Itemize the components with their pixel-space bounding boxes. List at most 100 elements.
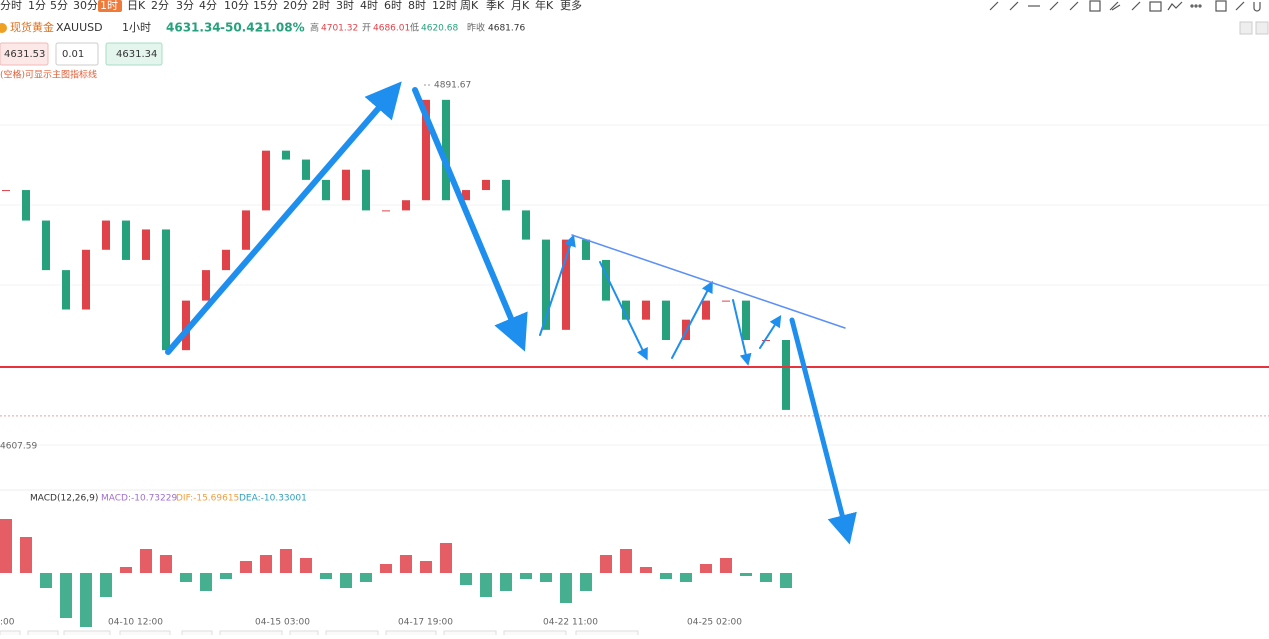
candle xyxy=(382,210,390,212)
macd-bar xyxy=(720,558,732,573)
candle xyxy=(162,229,170,351)
period-tab[interactable]: 15分 xyxy=(253,0,278,12)
macd-bar xyxy=(740,573,752,576)
period-tab[interactable]: 季K xyxy=(486,0,505,12)
candle xyxy=(362,169,370,211)
icon-button[interactable] xyxy=(1255,21,1269,35)
candle xyxy=(122,220,130,260)
label: 低 xyxy=(410,22,419,34)
macd-bar xyxy=(60,573,72,618)
macd-bar xyxy=(120,567,132,573)
period-tab[interactable]: 2时 xyxy=(312,0,330,12)
candle xyxy=(62,270,70,310)
period-tab[interactable]: 12时 xyxy=(432,0,457,12)
candle xyxy=(422,99,430,201)
candle xyxy=(622,300,630,320)
x-axis-label: 04-15 03:00 xyxy=(255,618,310,628)
low: 4620.68 xyxy=(421,24,458,34)
x-axis-label: 04-22 11:00 xyxy=(543,618,598,628)
period-tab[interactable]: 周K xyxy=(460,0,479,12)
candle xyxy=(322,179,330,201)
period-tab[interactable]: 1时 xyxy=(100,0,118,12)
candle xyxy=(642,300,650,320)
tool-icons xyxy=(989,0,1261,12)
candle xyxy=(2,190,10,192)
x-axis-label: :00 xyxy=(0,618,15,628)
macd-bar xyxy=(600,555,612,573)
macd-bar xyxy=(580,573,592,591)
high-label: 4891.67 xyxy=(434,81,471,91)
candle xyxy=(202,270,210,301)
sell-button[interactable] xyxy=(0,42,49,66)
macd-bar xyxy=(0,519,12,573)
candle xyxy=(42,220,50,271)
candle xyxy=(782,340,790,410)
candle xyxy=(442,99,450,201)
macd-bar xyxy=(400,555,412,573)
chart: 4891.67 4607.59:00 04-10 12:00 04-15 03:00 0… xyxy=(0,81,1269,628)
period-tab[interactable]: 10分 xyxy=(224,0,249,12)
macd-bar xyxy=(420,561,432,573)
period-tab[interactable]: 月K xyxy=(511,0,530,12)
period-tab[interactable]: 8时 xyxy=(408,0,426,12)
macd-bar xyxy=(140,549,152,573)
lots: 0.01 xyxy=(62,49,84,60)
candle xyxy=(742,300,750,341)
last-price: 4631.34 xyxy=(166,21,221,35)
candle xyxy=(482,179,490,191)
toolbar: 分时 1分 5分 30分 1时 日K 2分 3分 4分 10分 15分 20分 2时 3时 4时 6时 8时 12… xyxy=(0,0,582,12)
macd-bar xyxy=(280,549,292,573)
sell-price: 4631.53 xyxy=(4,49,45,60)
period-tab[interactable]: 3时 xyxy=(336,0,354,12)
macd-bar xyxy=(320,573,332,579)
macd-legend: MACD(12,26,9) xyxy=(30,494,98,504)
candle xyxy=(302,159,310,180)
candle xyxy=(402,200,410,211)
macd-bar xyxy=(260,555,272,573)
lot-input[interactable] xyxy=(55,42,99,66)
candle xyxy=(582,239,590,260)
candle xyxy=(522,210,530,240)
period-tab[interactable]: 6时 xyxy=(384,0,402,12)
macd-bar xyxy=(500,573,512,591)
period-tab[interactable]: 2分 xyxy=(151,0,169,12)
symbol-name: 现货黄金 xyxy=(10,20,54,34)
macd-bar xyxy=(220,573,232,579)
label: 高 xyxy=(310,22,319,34)
icon-button[interactable] xyxy=(1239,21,1253,35)
macd-legend: DIF:-15.69615 xyxy=(176,494,239,504)
bottom-tabs xyxy=(0,630,639,638)
buy-price: 4631.34 xyxy=(116,49,157,60)
candle xyxy=(602,259,610,301)
macd-bar xyxy=(40,573,52,588)
period-tab[interactable]: 5分 xyxy=(50,0,68,12)
macd-bar xyxy=(240,561,252,573)
period-select[interactable]: 1小时 xyxy=(122,21,151,34)
period-tab[interactable]: 4分 xyxy=(199,0,217,12)
period-tab[interactable]: 日K xyxy=(127,0,146,12)
macd-bar xyxy=(360,573,372,582)
candle xyxy=(102,220,110,250)
macd-bar xyxy=(700,564,712,573)
candle xyxy=(502,179,510,211)
period-tab[interactable]: 20分 xyxy=(283,0,308,12)
macd-bar xyxy=(200,573,212,591)
active-tab-bg xyxy=(98,0,122,12)
symbol-code[interactable]: XAUUSD xyxy=(56,21,103,34)
period-tab[interactable]: 3分 xyxy=(176,0,194,12)
period-tab[interactable]: 更多 xyxy=(560,0,582,12)
macd-bar xyxy=(440,543,452,573)
period-tab[interactable]: 分时 xyxy=(0,0,22,12)
macd-bar xyxy=(540,573,552,582)
buy-button[interactable] xyxy=(105,42,163,66)
period-tab[interactable]: 1分 xyxy=(28,0,46,12)
macd-bar xyxy=(460,573,472,585)
period-tab[interactable]: 30分 xyxy=(73,0,98,12)
x-axis-label: 04-17 19:00 xyxy=(398,618,453,628)
macd-bar xyxy=(100,573,112,597)
label: 开 xyxy=(362,23,371,34)
period-tab[interactable]: 年K xyxy=(535,0,554,12)
macd-bar xyxy=(480,573,492,597)
period-tab[interactable]: 4时 xyxy=(360,0,378,12)
